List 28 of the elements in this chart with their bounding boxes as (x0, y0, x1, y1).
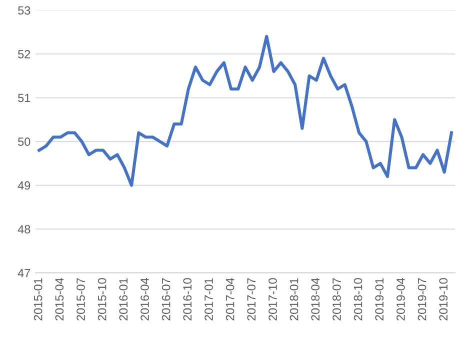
x-tick-label: 2018-10 (354, 278, 362, 320)
x-tick-label: 2018-01 (290, 278, 298, 320)
x-tick-label: 2019-07 (418, 278, 426, 320)
x-tick-label: 2018-04 (311, 278, 320, 320)
x-tick-label: 2016-01 (119, 278, 128, 320)
y-tick-label: 48 (18, 225, 30, 234)
x-tick-label: 2016-07 (162, 278, 170, 320)
x-tick-label: 2018-07 (332, 278, 341, 320)
line-series (38, 34, 454, 187)
x-tick-label: 2016-10 (183, 278, 192, 320)
x-tick-label: 2015-01 (34, 278, 42, 320)
y-tick-label: 47 (18, 268, 30, 278)
x-tick-label: 2015-10 (98, 278, 106, 320)
x-tick-label: 2016-04 (140, 278, 149, 320)
x-tick-label: 2017-01 (204, 278, 213, 320)
x-tick-label: 2017-10 (268, 278, 277, 320)
y-tick-label: 49 (18, 181, 30, 190)
x-tick-label: 2017-04 (226, 278, 234, 320)
x-tick-label: 2017-07 (247, 278, 256, 320)
x-tick-label: 2019-04 (396, 278, 405, 320)
y-tick-label: 52 (18, 50, 30, 58)
x-tick-label: 2019-10 (439, 278, 448, 320)
x-tick-label: 2015-04 (55, 278, 64, 320)
y-tick-label: 51 (18, 94, 30, 102)
x-tick-label: 2019-01 (375, 278, 384, 320)
y-tick-label: 53 (18, 6, 30, 15)
y-tick-label: 50 (18, 138, 30, 146)
x-tick-label: 2015-07 (76, 278, 85, 320)
